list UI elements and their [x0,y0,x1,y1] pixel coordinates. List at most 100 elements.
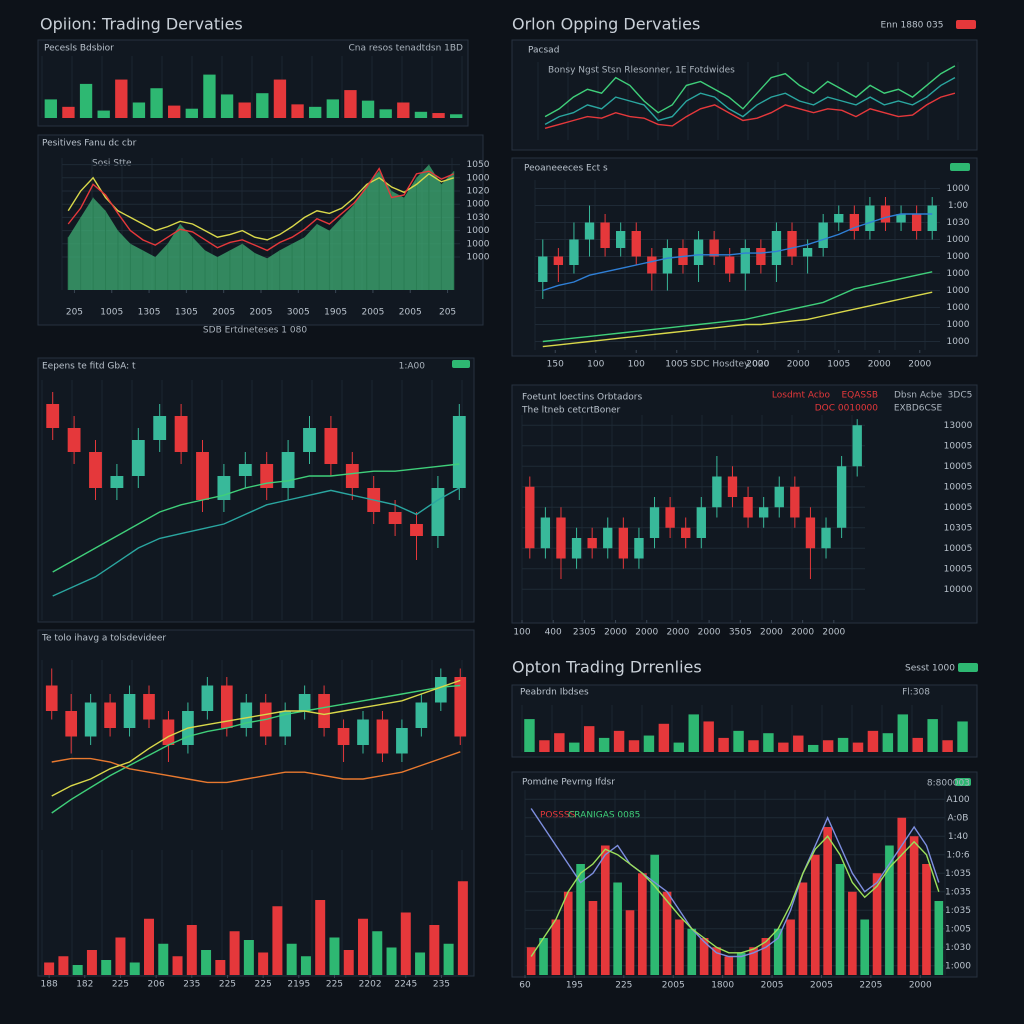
annotation: EQASSB [841,391,878,401]
x-tick-label: 2305 [573,628,596,638]
bar [172,956,183,975]
bar [658,723,670,752]
bar [44,99,57,118]
line [52,487,460,597]
candle-body [818,222,828,248]
x-tick-label: 225 [255,980,272,990]
line [542,291,933,348]
badge[interactable] [955,778,971,786]
bar [778,742,789,752]
candle-body [65,711,78,737]
bar [115,79,128,118]
bar [885,845,894,975]
chart-title: Pecesls Bdsbior [44,44,114,54]
candle-body [774,486,784,508]
bar [718,737,729,752]
badge[interactable] [956,20,976,29]
bar [300,956,311,975]
bar [150,88,163,118]
x-tick-label: 205 [439,308,456,318]
x-tick-label: 2005 [810,981,833,991]
x-tick-label: 100 [587,360,604,370]
control[interactable]: Enn 1880 035 [881,21,944,31]
bar [539,938,548,975]
bar [551,919,561,975]
candle-body [345,464,359,488]
y-tick-label: 1000 [947,337,970,347]
heading: Orlon Opping Dervaties [512,15,700,34]
bar [736,952,746,975]
bar [675,919,684,975]
candle-body [324,428,338,464]
bar [168,105,181,118]
y-tick-label: 1000 [947,235,970,245]
y-tick-label: 1000 [947,286,970,296]
candle-body [849,214,859,231]
x-tick-label: 2195 [287,980,310,990]
x-tick-label: 2000 [635,628,658,638]
x-tick-label: 206 [148,980,165,990]
candle-body [281,452,295,488]
x-tick-label: 2245 [394,980,417,990]
candle-body [836,466,847,528]
bar [882,733,894,752]
y-tick-label: 1:40 [948,832,968,842]
chart-title: Peoaneeeces Ect s [524,164,608,174]
candle-body [618,527,629,559]
badge[interactable] [452,360,470,368]
bar [243,940,254,975]
annotation: POSSSS [540,811,576,821]
x-tick-label: 2000 [908,360,931,370]
candle-body [771,231,782,265]
y-tick-label: 10005 [944,441,973,451]
candle-body [927,205,937,231]
x-tick-label: 195 [566,981,583,991]
bar [286,943,297,975]
x-tick-label: 2000 [760,628,783,638]
candle-body [337,728,350,745]
x-tick-label: 2000 [746,360,769,370]
bar [662,891,672,975]
y-tick-label: 10005 [944,544,973,554]
control[interactable]: Sesst 1000 [905,664,955,674]
heading: Opiion: Trading Dervaties [40,15,243,34]
bar [628,740,640,752]
candle-body [110,476,124,488]
bar [326,99,339,118]
bar [912,737,923,752]
y-tick-label: 1:035 [945,906,971,916]
bar [372,931,383,975]
candle-body [634,538,644,559]
bar [712,947,721,975]
bar [201,950,212,975]
bar [625,910,635,975]
candle-body [46,404,60,428]
x-tick-label: 2005 [361,308,384,318]
candle-body [556,517,566,559]
badge[interactable] [950,163,970,171]
bar [450,114,463,118]
x-tick-label: 2005 [250,308,273,318]
candle-body [123,694,136,728]
y-tick-label: 1000 [467,173,490,183]
y-tick-label: 1000 [467,200,490,210]
candle-body [454,677,467,737]
badge[interactable] [958,663,978,672]
candle-body [709,239,719,257]
candle-body [104,702,116,728]
bar [763,733,774,752]
x-tick-label: 3005 [287,308,310,318]
x-tick-label: 3505 [729,628,752,638]
candle-body [260,464,274,488]
y-tick-label: 13000 [944,421,973,431]
candle-body [318,694,330,728]
line [542,271,933,343]
bar [158,943,169,975]
x-tick-label: 2000 [909,981,932,991]
candle-body [388,512,402,524]
candle-body [834,214,844,223]
annotation: CRANIGAS 0085 [568,811,640,821]
bar [186,925,197,975]
x-tick-label: 100 [628,360,645,370]
